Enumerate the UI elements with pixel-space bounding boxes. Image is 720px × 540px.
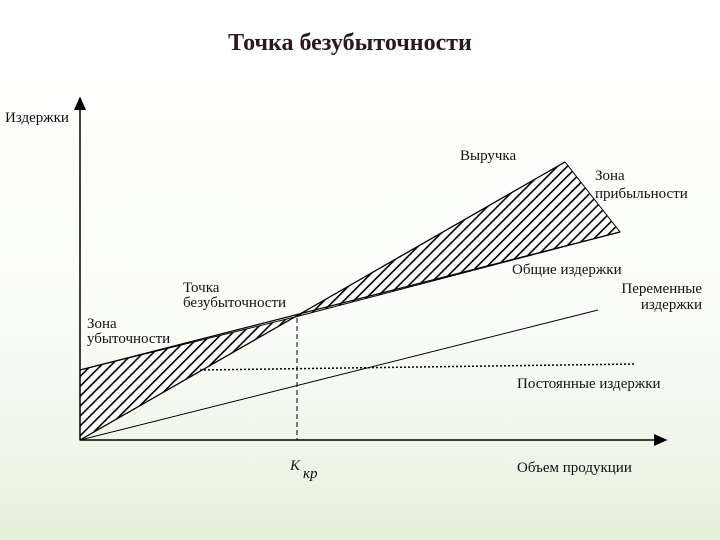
break-even-label: безубыточности (183, 295, 286, 311)
revenue-label: Выручка (460, 148, 516, 164)
variable-costs-line (79, 309, 599, 441)
title: Точка безубыточности (228, 30, 472, 56)
x-axis-label: Объем продукции (517, 460, 632, 476)
fixed-costs-line (199, 363, 637, 371)
revenue-line (79, 161, 566, 441)
y-axis-label: Издержки (5, 110, 69, 126)
loss-zone-label: убыточности (87, 331, 170, 347)
fixed-costs-label: Постоянные издержки (517, 376, 661, 392)
profit-zone-label: Зона (595, 168, 625, 184)
break-even-label: Точка (183, 280, 220, 296)
total-costs-line (79, 231, 621, 371)
total-costs-label: Общие издержки (512, 262, 622, 278)
critical-volume-label: К (289, 458, 301, 474)
variable-costs-label: издержки (641, 297, 702, 313)
profit-zone-label: прибыльности (595, 186, 688, 202)
loss-zone-label: Зона (87, 316, 117, 332)
variable-costs-label: Переменные (621, 281, 702, 297)
critical-volume-subscript: кр (303, 466, 318, 482)
